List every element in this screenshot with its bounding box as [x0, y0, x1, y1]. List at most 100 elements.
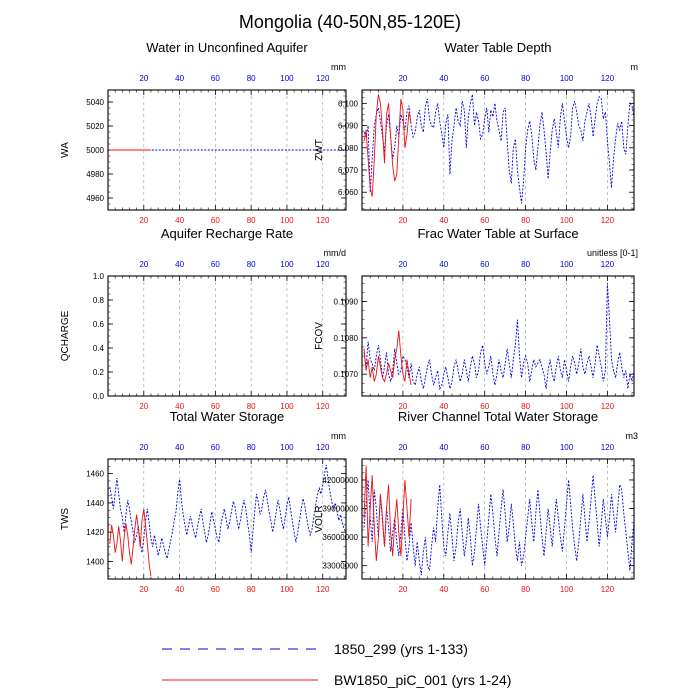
x-tick-label-top: 120 [316, 443, 330, 452]
x-tick-label-top: 120 [601, 74, 615, 83]
x-tick-label-top: 100 [280, 74, 294, 83]
y-axis-label: WA [60, 142, 71, 158]
x-tick-label-bottom: 120 [316, 216, 330, 225]
y-tick-label: 33000000 [322, 562, 358, 571]
x-tick-label-top: 80 [247, 443, 256, 452]
y-tick-label: 5000 [86, 146, 104, 155]
x-tick-label-top: 120 [601, 443, 615, 452]
x-tick-label-top: 40 [439, 74, 448, 83]
series-line-1 [109, 508, 152, 577]
x-tick-label-bottom: 100 [560, 216, 574, 225]
y-tick-label: 0.1080 [334, 334, 359, 343]
y-tick-label: 0.0 [93, 392, 105, 401]
unit-label: mm [331, 62, 346, 72]
x-tick-label-bottom: 80 [247, 216, 256, 225]
y-tick-label: 4980 [86, 170, 104, 179]
x-tick-label-bottom: 120 [601, 402, 615, 411]
x-tick-label-top: 100 [560, 443, 574, 452]
panel-title: Aquifer Recharge Rate [161, 226, 293, 241]
y-axis-label: FCOV [314, 322, 325, 350]
chart-panel-2: Aquifer Recharge Rate mm/d QCHARGE 20 20 40 40… [60, 226, 347, 411]
x-tick-label-top: 100 [560, 260, 574, 269]
chart-panel-0: Water in Unconfined Aquifer mm WA 20 20 40 40 6… [60, 40, 347, 225]
x-tick-label-bottom: 20 [398, 402, 407, 411]
y-tick-label: 0.8 [93, 296, 105, 305]
x-tick-label-bottom: 60 [211, 402, 220, 411]
series-line-0 [363, 283, 635, 391]
x-tick-label-bottom: 80 [247, 402, 256, 411]
y-tick-label: 6.100 [338, 99, 359, 108]
x-tick-label-top: 80 [521, 74, 530, 83]
x-tick-label-top: 20 [139, 443, 148, 452]
series-line-0 [109, 464, 347, 559]
plot-frame [361, 275, 635, 397]
x-tick-label-top: 20 [398, 443, 407, 452]
y-tick-label: 0.1070 [334, 370, 359, 379]
series-line-1 [363, 94, 412, 197]
x-tick-label-top: 40 [175, 74, 184, 83]
panel-title: Total Water Storage [170, 409, 284, 424]
x-tick-label-bottom: 20 [139, 216, 148, 225]
y-tick-label: 0.1090 [334, 297, 359, 306]
x-tick-label-bottom: 60 [480, 216, 489, 225]
y-axis-label: QCHARGE [60, 310, 71, 361]
x-tick-label-bottom: 40 [175, 216, 184, 225]
y-axis-label: ZWT [314, 139, 325, 161]
x-tick-label-bottom: 40 [439, 402, 448, 411]
y-tick-label: 6.090 [338, 122, 359, 131]
y-tick-label: 6.080 [338, 144, 359, 153]
y-tick-label: 0.2 [93, 368, 105, 377]
y-tick-label: 1400 [86, 557, 104, 566]
x-tick-label-top: 100 [280, 260, 294, 269]
panels-container: Water in Unconfined Aquifer mm WA 20 20 40 40 6… [60, 40, 638, 594]
unit-label: mm/d [324, 248, 347, 258]
x-tick-label-top: 80 [521, 260, 530, 269]
x-tick-label-top: 40 [439, 260, 448, 269]
y-tick-label: 0.4 [93, 344, 105, 353]
legend: 1850_299 (yrs 1-133) BW1850_piC_001 (yrs… [162, 641, 511, 688]
x-tick-label-top: 60 [211, 443, 220, 452]
y-tick-label: 1.0 [93, 272, 105, 281]
legend-entry-1: BW1850_piC_001 (yrs 1-24) [162, 672, 511, 688]
panel-title: Water Table Depth [445, 40, 552, 55]
plot-frame [107, 458, 347, 580]
x-tick-label-top: 120 [316, 74, 330, 83]
x-tick-label-bottom: 40 [439, 216, 448, 225]
unit-label: unitless [0-1] [587, 248, 638, 258]
x-tick-label-top: 100 [560, 74, 574, 83]
series-line-0 [363, 475, 635, 576]
x-tick-label-bottom: 20 [398, 585, 407, 594]
y-tick-label: 6.070 [338, 166, 359, 175]
x-tick-label-top: 60 [211, 74, 220, 83]
x-tick-label-top: 40 [439, 443, 448, 452]
x-tick-label-bottom: 20 [139, 402, 148, 411]
x-tick-label-bottom: 100 [280, 402, 294, 411]
figure-title: Mongolia (40-50N,85-120E) [239, 12, 461, 32]
chart-panel-4: Total Water Storage mm TWS 20 20 40 40 60 60 80 80… [60, 409, 347, 594]
x-tick-label-bottom: 80 [521, 216, 530, 225]
x-tick-label-bottom: 40 [175, 585, 184, 594]
x-tick-label-bottom: 80 [521, 585, 530, 594]
x-tick-label-top: 20 [139, 74, 148, 83]
y-tick-label: 5040 [86, 98, 104, 107]
series-line-0 [363, 94, 635, 204]
panel-title: Water in Unconfined Aquifer [146, 40, 308, 55]
plot-frame [107, 275, 347, 397]
x-tick-label-bottom: 120 [601, 216, 615, 225]
unit-label: m3 [625, 431, 638, 441]
x-tick-label-top: 20 [139, 260, 148, 269]
x-tick-label-top: 20 [398, 260, 407, 269]
y-tick-label: 0.6 [93, 320, 105, 329]
x-tick-label-bottom: 40 [439, 585, 448, 594]
x-tick-label-top: 120 [316, 260, 330, 269]
x-tick-label-bottom: 20 [398, 216, 407, 225]
x-tick-label-bottom: 80 [521, 402, 530, 411]
x-tick-label-bottom: 100 [280, 216, 294, 225]
x-tick-label-top: 120 [601, 260, 615, 269]
x-tick-label-bottom: 120 [316, 402, 330, 411]
x-tick-label-top: 80 [247, 260, 256, 269]
x-tick-label-bottom: 100 [280, 585, 294, 594]
x-tick-label-bottom: 20 [139, 585, 148, 594]
y-tick-label: 1420 [86, 528, 104, 537]
